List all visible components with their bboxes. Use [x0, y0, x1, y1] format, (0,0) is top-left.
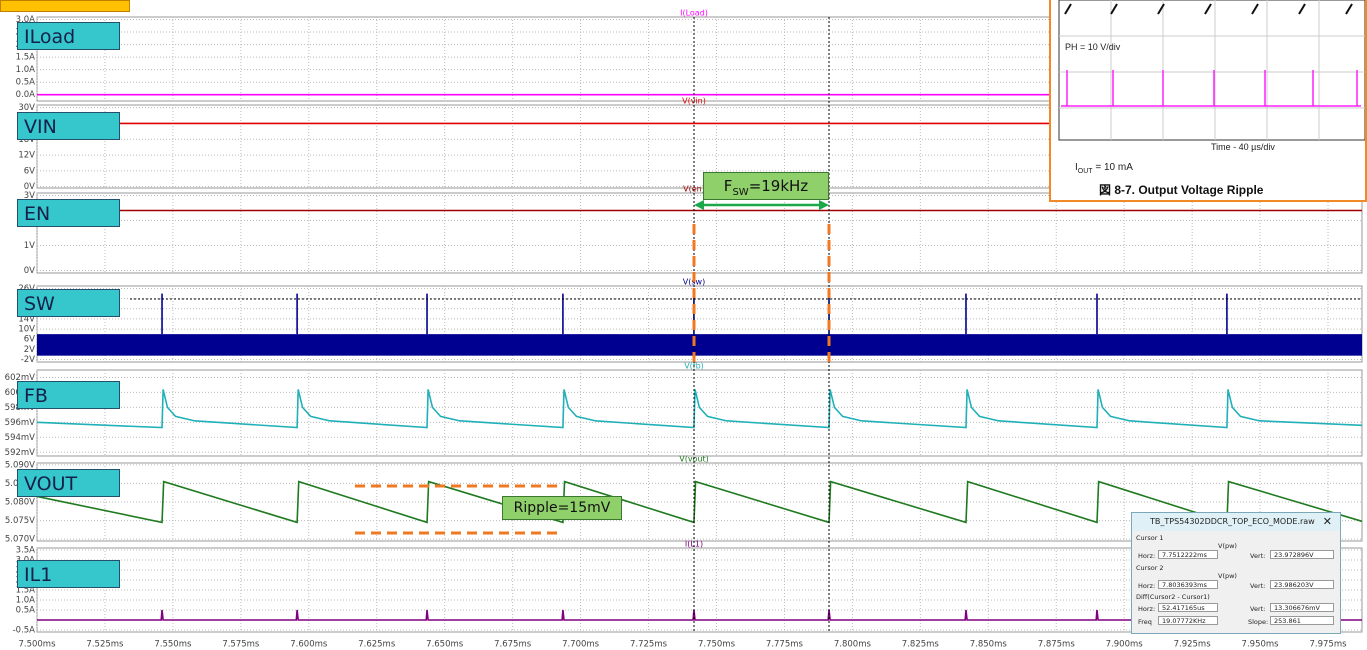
datasheet-inset: PH = 10 V/div Time - 40 µs/div IOUT = 10…	[1049, 0, 1367, 202]
field-label: Horz:	[1138, 605, 1155, 613]
page: 3.0A2.5A2.0A1.5A1.0A0.5A0.0AI(Load)30V24…	[0, 0, 1367, 650]
field-label: Vert:	[1250, 582, 1265, 590]
window-title-bar: TB_TPS54302DDCR_TOP_ECO_MODE.raw ✕	[1132, 513, 1340, 531]
diff-heading: Diff(Cursor2 - Cursor1)	[1136, 593, 1210, 601]
field-value: 52.417165us	[1158, 603, 1218, 612]
inset-scope: PH = 10 V/div Time - 40 µs/div IOUT = 10…	[1051, 0, 1365, 200]
fsw-annotation: FSW=19kHz	[703, 172, 829, 200]
field-value: 13.306676mV	[1270, 603, 1334, 612]
scale-label: PH = 10 V/div	[1065, 42, 1121, 52]
field-value: 7.7512222ms	[1158, 550, 1218, 559]
cursor-heading: Cursor 1	[1136, 534, 1164, 542]
iout-subscript: OUT	[1078, 168, 1094, 175]
cursor-trace: V(pw)	[1218, 572, 1237, 580]
figure-caption: 図 8-7. Output Voltage Ripple	[1099, 183, 1264, 197]
cursor-window: TB_TPS54302DDCR_TOP_ECO_MODE.raw ✕ Cursor…	[1131, 512, 1341, 634]
fsw-text: =19kHz	[749, 177, 809, 195]
trace-label: IL1	[17, 560, 120, 588]
field-label: Slope:	[1248, 618, 1268, 626]
trace-label: VOUT	[17, 469, 120, 497]
trace-label: VIN	[17, 112, 120, 140]
trace-label: SW	[17, 289, 120, 317]
field-value: 253.861	[1270, 616, 1334, 625]
arrow-head	[819, 200, 829, 210]
trace-label: EN	[17, 199, 120, 227]
field-label: Horz:	[1138, 582, 1155, 590]
close-button[interactable]: ✕	[1323, 513, 1332, 531]
field-label: Vert:	[1250, 552, 1265, 560]
field-label: Freq	[1138, 618, 1152, 626]
field-value: 7.8036393ms	[1158, 580, 1218, 589]
field-value: 23.986203V	[1270, 580, 1334, 589]
arrow-head	[694, 200, 704, 210]
window-title: TB_TPS54302DDCR_TOP_ECO_MODE.raw	[1150, 517, 1315, 526]
ripple-annotation: Ripple=15mV	[502, 496, 622, 520]
field-label: Horz:	[1138, 552, 1155, 560]
cursor-heading: Cursor 2	[1136, 564, 1164, 572]
trace-label: FB	[17, 381, 120, 409]
fsw-subscript: SW	[732, 187, 748, 198]
trace-label: ILoad	[17, 22, 120, 50]
iout-text: = 10 mA	[1093, 162, 1134, 173]
field-value: 19.07772KHz	[1158, 616, 1218, 625]
field-value: 23.972896V	[1270, 550, 1334, 559]
time-label: Time - 40 µs/div	[1211, 142, 1275, 152]
cursor-trace: V(pw)	[1218, 542, 1237, 550]
field-label: Vert:	[1250, 605, 1265, 613]
iout-label: IOUT = 10 mA	[1075, 162, 1133, 175]
